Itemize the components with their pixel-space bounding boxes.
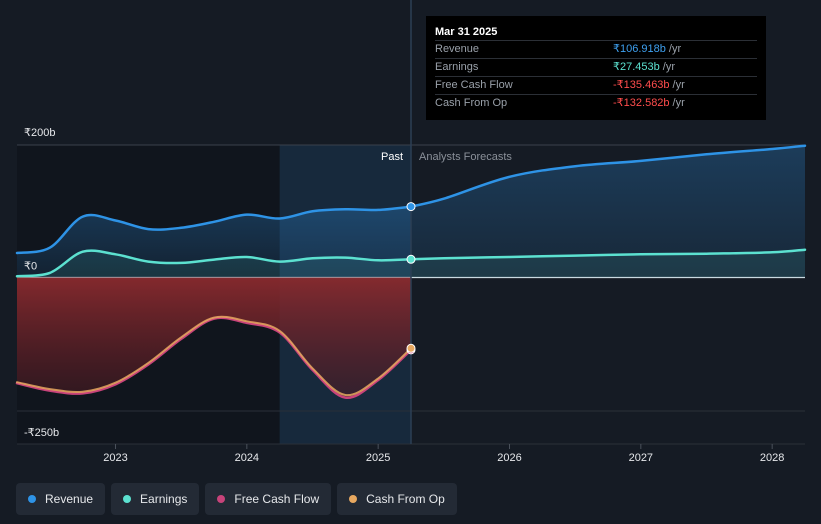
tooltip-row-label: Revenue <box>435 43 480 55</box>
earnings-area <box>411 249 805 278</box>
tooltip-row-label: Cash From Op <box>435 97 508 109</box>
tooltip-row-unit: /yr <box>668 43 682 55</box>
forecast-label: Analysts Forecasts <box>419 151 512 163</box>
tooltip-row-value: -₹135.463b <box>613 79 670 91</box>
revenue-line <box>15 205 413 255</box>
circle-icon <box>123 495 132 503</box>
x-tick-label: 2023 <box>103 452 127 464</box>
legend-item-free-cash-flow[interactable]: Free Cash Flow <box>205 483 332 515</box>
legend-label: Earnings <box>140 492 188 506</box>
revenue-marker <box>406 202 416 212</box>
tooltip-row-value: -₹132.582b <box>613 97 670 109</box>
revenue-line <box>409 144 807 208</box>
tooltip-row-value: ₹106.918b <box>613 43 666 55</box>
tooltip-row-value: ₹27.453b <box>613 61 660 73</box>
revenue-area <box>17 206 411 278</box>
x-tick-label: 2027 <box>629 452 653 464</box>
cash-from-op-line <box>16 315 412 397</box>
circle-icon <box>217 495 226 503</box>
x-tick-label: 2024 <box>235 452 259 464</box>
tooltip-row: Free Cash Flow -₹135.463b/yr <box>435 76 757 94</box>
earnings-line <box>409 248 807 261</box>
y-tick-label: -₹250b <box>24 427 59 439</box>
earnings-line <box>15 249 413 278</box>
circle-icon <box>28 495 36 503</box>
legend-label: Revenue <box>45 492 94 506</box>
tooltip-row-label: Earnings <box>435 61 479 73</box>
earnings-area <box>17 250 411 278</box>
y-tick-label: ₹0 <box>24 261 37 273</box>
past-label: Past <box>381 151 403 163</box>
tooltip-row: Earnings ₹27.453b/yr <box>435 58 757 76</box>
circle-icon <box>349 495 358 503</box>
tooltip-row-label: Free Cash Flow <box>435 79 513 91</box>
tooltip-row: Revenue ₹106.918b/yr <box>435 40 757 58</box>
cash-from-op-marker <box>406 343 416 353</box>
earnings-marker <box>406 254 416 264</box>
x-tick-label: 2026 <box>497 452 521 464</box>
revenue-area <box>411 145 805 278</box>
tooltip-date: Mar 31 2025 <box>435 26 498 38</box>
y-tick-label: ₹200b <box>24 127 55 139</box>
x-tick-label: 2025 <box>366 452 390 464</box>
legend-item-earnings[interactable]: Earnings <box>111 483 200 515</box>
tooltip-row-unit: /yr <box>662 61 675 73</box>
legend-item-cash-from-op[interactable]: Cash From Op <box>337 483 457 515</box>
legend: Revenue Earnings Free Cash Flow Cash From O… <box>16 483 457 515</box>
legend-label: Cash From Op <box>366 492 445 506</box>
legend-item-revenue[interactable]: Revenue <box>16 483 106 515</box>
tooltip: Mar 31 2025 Revenue ₹106.918b/yr Earnings ₹… <box>426 16 766 120</box>
tooltip-row: Cash From Op -₹132.582b/yr <box>435 94 757 112</box>
x-tick-label: 2028 <box>760 452 784 464</box>
legend-label: Free Cash Flow <box>234 492 320 506</box>
tooltip-row-unit: /yr <box>672 79 685 91</box>
tooltip-row-unit: /yr <box>672 97 685 109</box>
